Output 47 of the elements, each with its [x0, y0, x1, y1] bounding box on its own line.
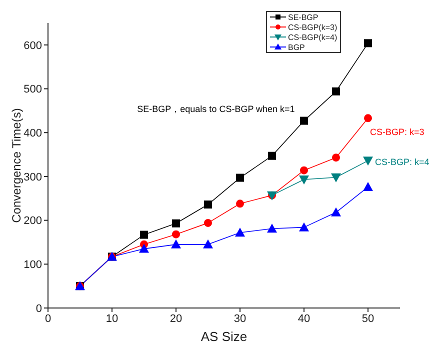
y-tick-label: 0 [36, 302, 42, 315]
legend-label: CS-BGP(k=3) [288, 22, 338, 32]
legend-label: CS-BGP(k=4) [288, 32, 338, 42]
point [139, 244, 149, 253]
y-tick-label: 100 [24, 259, 42, 272]
point [331, 207, 341, 216]
point [332, 87, 340, 96]
x-tick-label: 20 [170, 312, 182, 325]
x-tick-label: 40 [298, 312, 310, 325]
point [299, 222, 309, 232]
point [204, 200, 212, 209]
annotation: CS-BGP: k=4 [375, 157, 430, 167]
point [204, 218, 212, 227]
point [331, 173, 341, 182]
x-tick-label: 10 [106, 312, 118, 325]
point [172, 219, 180, 228]
y-axis-title: Convergence Time(s) [9, 108, 24, 223]
point [236, 174, 244, 182]
point [236, 200, 244, 208]
point [364, 39, 372, 48]
x-tick-label: 30 [234, 312, 246, 325]
point [172, 230, 180, 238]
x-tick-label: 0 [44, 312, 52, 325]
annotation: CS-BGP: k=3 [370, 127, 424, 137]
y-tick-label: 500 [24, 84, 42, 96]
point [203, 239, 213, 248]
legend-label: SE-BGP [288, 12, 318, 22]
point [332, 154, 340, 162]
legend-label: BGP [288, 42, 305, 52]
point [267, 224, 277, 233]
point [364, 114, 372, 122]
y-tick-label: 600 [24, 40, 42, 52]
y-tick-label: 300 [24, 171, 42, 184]
y-tick-label: 200 [24, 215, 42, 228]
point [171, 239, 181, 248]
point [268, 152, 276, 160]
point [363, 156, 373, 166]
point [140, 230, 148, 239]
annotation: SE-BGP，equals to CS-BGP when k=1 [137, 104, 295, 114]
point [300, 116, 308, 125]
point [300, 166, 308, 174]
point [363, 182, 373, 191]
point [299, 176, 309, 185]
point [235, 228, 245, 237]
y-tick-label: 400 [24, 128, 42, 140]
x-axis-title: AS Size [200, 329, 248, 344]
x-tick-label: 50 [362, 312, 374, 325]
